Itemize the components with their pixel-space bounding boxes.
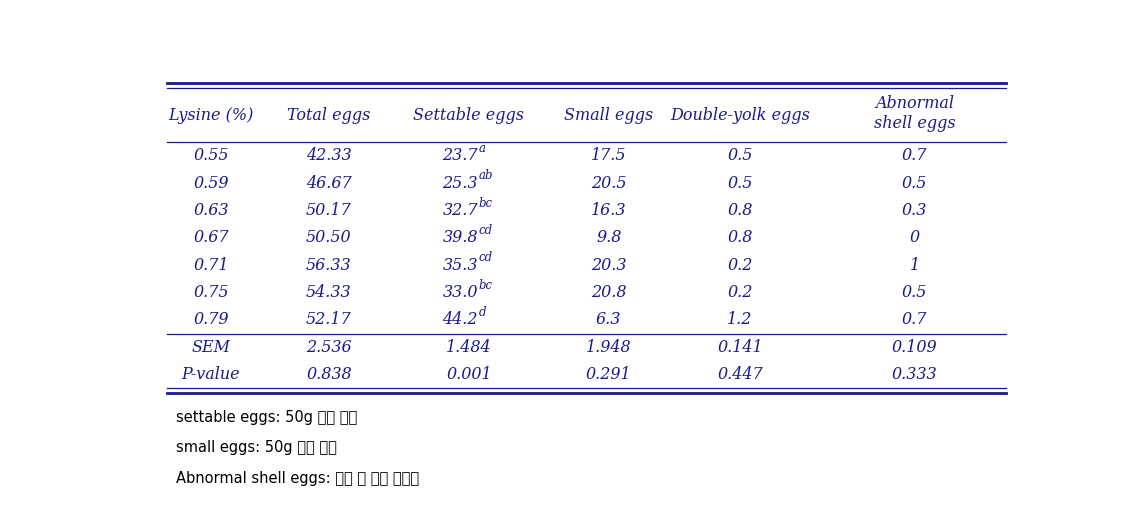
Text: 56.33: 56.33 xyxy=(306,257,352,274)
Text: 39.8: 39.8 xyxy=(442,229,478,246)
Text: cd: cd xyxy=(478,252,493,265)
Text: Lysine (%): Lysine (%) xyxy=(168,106,254,124)
Text: 33.0: 33.0 xyxy=(442,284,478,301)
Text: 23.7: 23.7 xyxy=(442,147,478,164)
Text: 0.141: 0.141 xyxy=(717,339,763,355)
Text: bc: bc xyxy=(478,279,493,292)
Text: 0.8: 0.8 xyxy=(728,229,752,246)
Text: 0.838: 0.838 xyxy=(306,366,352,383)
Text: 0: 0 xyxy=(909,229,919,246)
Text: 0.001: 0.001 xyxy=(446,366,492,383)
Text: 0.67: 0.67 xyxy=(193,229,229,246)
Text: d: d xyxy=(478,306,486,319)
Text: 54.33: 54.33 xyxy=(306,284,352,301)
Text: SEM: SEM xyxy=(192,339,230,355)
Text: 1: 1 xyxy=(909,257,919,274)
Text: 44.2: 44.2 xyxy=(442,312,478,328)
Text: Total eggs: Total eggs xyxy=(288,106,371,124)
Text: small eggs: 50g 미만 계란: small eggs: 50g 미만 계란 xyxy=(176,441,337,456)
Text: Abnormal shell eggs: 파란 등 난각 이상란: Abnormal shell eggs: 파란 등 난각 이상란 xyxy=(176,471,420,485)
Text: 0.7: 0.7 xyxy=(902,312,927,328)
Text: 0.55: 0.55 xyxy=(193,147,229,164)
Text: P-value: P-value xyxy=(182,366,240,383)
Text: 42.33: 42.33 xyxy=(306,147,352,164)
Text: 0.2: 0.2 xyxy=(728,257,752,274)
Text: 35.3: 35.3 xyxy=(442,257,478,274)
Text: cd: cd xyxy=(478,224,493,237)
Text: Settable eggs: Settable eggs xyxy=(413,106,525,124)
Text: shell eggs: shell eggs xyxy=(874,115,955,133)
Text: Abnormal: Abnormal xyxy=(875,96,954,112)
Text: 0.291: 0.291 xyxy=(585,366,632,383)
Text: 2.536: 2.536 xyxy=(306,339,352,355)
Text: Small eggs: Small eggs xyxy=(564,106,653,124)
Text: 0.5: 0.5 xyxy=(728,175,752,192)
Text: 16.3: 16.3 xyxy=(591,202,626,219)
Text: 0.71: 0.71 xyxy=(193,257,229,274)
Text: 20.8: 20.8 xyxy=(591,284,626,301)
Text: 1.2: 1.2 xyxy=(728,312,752,328)
Text: 0.59: 0.59 xyxy=(193,175,229,192)
Text: a: a xyxy=(478,142,485,155)
Text: 1.484: 1.484 xyxy=(446,339,492,355)
Text: 0.63: 0.63 xyxy=(193,202,229,219)
Text: 20.5: 20.5 xyxy=(591,175,626,192)
Text: 52.17: 52.17 xyxy=(306,312,352,328)
Text: 0.333: 0.333 xyxy=(892,366,937,383)
Text: 50.17: 50.17 xyxy=(306,202,352,219)
Text: 0.3: 0.3 xyxy=(902,202,927,219)
Text: 20.3: 20.3 xyxy=(591,257,626,274)
Text: Double-yolk eggs: Double-yolk eggs xyxy=(670,106,810,124)
Text: 0.79: 0.79 xyxy=(193,312,229,328)
Text: 25.3: 25.3 xyxy=(442,175,478,192)
Text: 32.7: 32.7 xyxy=(442,202,478,219)
Text: 9.8: 9.8 xyxy=(596,229,622,246)
Text: 0.5: 0.5 xyxy=(902,284,927,301)
Text: 0.75: 0.75 xyxy=(193,284,229,301)
Text: bc: bc xyxy=(478,197,493,210)
Text: 50.50: 50.50 xyxy=(306,229,352,246)
Text: 46.67: 46.67 xyxy=(306,175,352,192)
Text: 0.109: 0.109 xyxy=(892,339,937,355)
Text: 6.3: 6.3 xyxy=(596,312,622,328)
Text: 0.2: 0.2 xyxy=(728,284,752,301)
Text: 1.948: 1.948 xyxy=(585,339,632,355)
Text: 0.5: 0.5 xyxy=(902,175,927,192)
Text: settable eggs: 50g 이상 계란: settable eggs: 50g 이상 계란 xyxy=(176,410,358,425)
Text: ab: ab xyxy=(478,170,493,183)
Text: 0.7: 0.7 xyxy=(902,147,927,164)
Text: 0.8: 0.8 xyxy=(728,202,752,219)
Text: 0.5: 0.5 xyxy=(728,147,752,164)
Text: 0.447: 0.447 xyxy=(717,366,763,383)
Text: 17.5: 17.5 xyxy=(591,147,626,164)
